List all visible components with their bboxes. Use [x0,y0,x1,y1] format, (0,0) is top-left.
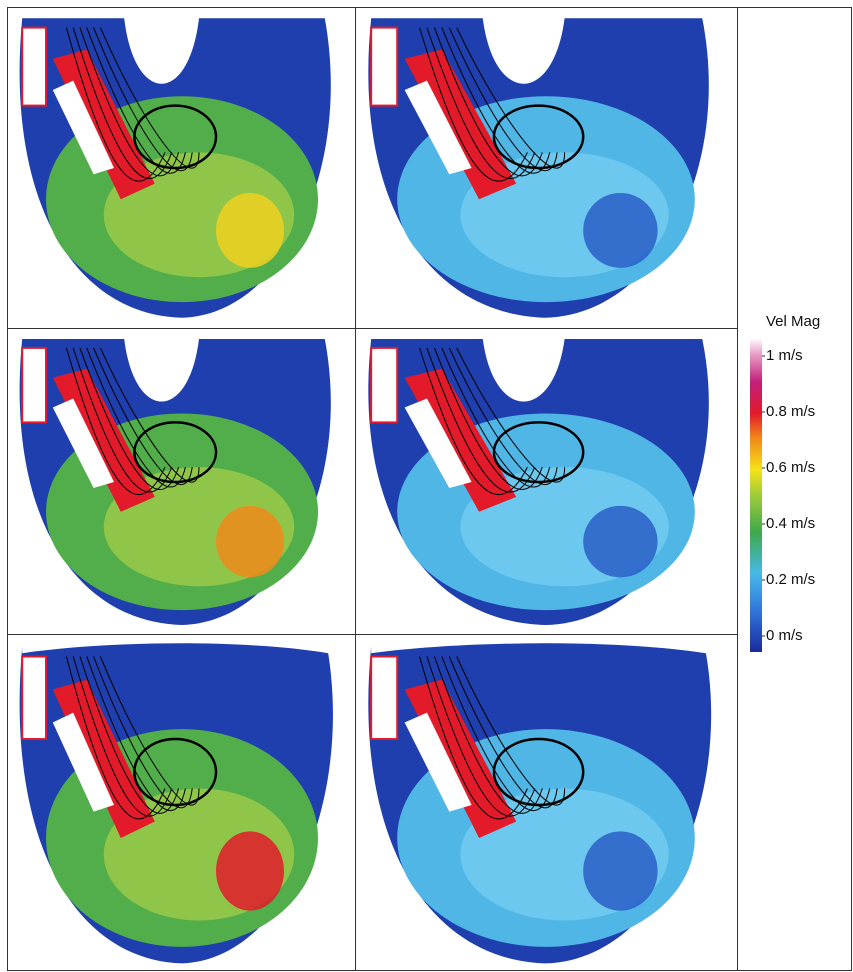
streamline [419,656,528,820]
colorbar-ticks: 1 m/s 0.8 m/s 0.6 m/s 0.4 m/s 0.2 m/s 0 m/s [762,347,815,644]
hot-region [583,505,658,578]
streamline [72,656,173,817]
leaflet [21,26,47,107]
streamline [426,656,536,817]
colorbar-tick-label: 0.2 m/s [766,571,815,588]
hot-region [216,831,284,911]
jet [52,679,155,838]
colorbar-tick-label: 0 m/s [766,627,803,644]
panels [19,18,712,964]
streamline [433,656,543,814]
colorbar-tick-label: 0.4 m/s [766,515,815,532]
streamline [65,656,166,820]
jet-core [52,712,114,812]
leaflet [21,655,47,740]
hot-region [583,192,658,268]
vortex [492,104,585,170]
streamline [456,347,566,483]
vortex [133,421,218,484]
colorbar-tick-label: 1 m/s [766,347,803,364]
hot-region [216,192,284,268]
vortex [133,104,218,170]
vortex [133,737,218,807]
streamline [433,347,543,490]
colorbar-tick-label: 0.6 m/s [766,459,815,476]
jet-core [52,80,114,175]
jet-core [52,398,114,488]
vortex [492,421,585,484]
jet-core [404,398,472,488]
leaflet [370,26,399,107]
streamline [72,27,173,179]
streamline [456,656,566,806]
leaflet [370,655,399,740]
hot-region [216,505,284,578]
streamline [426,27,536,179]
jet [404,368,517,512]
streamline [79,656,180,814]
leaflet [21,346,47,424]
streamline [99,27,200,169]
colorbar-title: Vel Mag [766,313,820,330]
ventricle-panel [19,643,333,964]
ventricle-panel [368,643,712,964]
streamline [65,27,166,182]
streamline [433,27,543,177]
ventricle-panel [19,18,331,318]
streamline [79,27,180,177]
ventricle-panel [368,18,709,318]
streamline [99,347,200,483]
jet-core [404,80,472,175]
hot-region [583,831,658,911]
streamline [419,347,528,495]
streamline [456,27,566,169]
leaflet [370,346,399,424]
streamline [65,347,166,495]
colorbar [750,338,762,652]
jet [404,679,517,838]
jet [52,49,155,200]
ventricle-panel [368,338,709,626]
ventricle-panel [19,338,331,626]
jet [52,368,155,512]
streamline [72,347,173,493]
streamline [426,347,536,493]
streamline [419,27,528,182]
jet [404,49,517,200]
streamline [79,347,180,490]
jet-core [404,712,472,812]
vortex [492,737,585,807]
streamline [99,656,200,806]
colorbar-tick-label: 0.8 m/s [766,403,815,420]
grid [7,7,852,971]
